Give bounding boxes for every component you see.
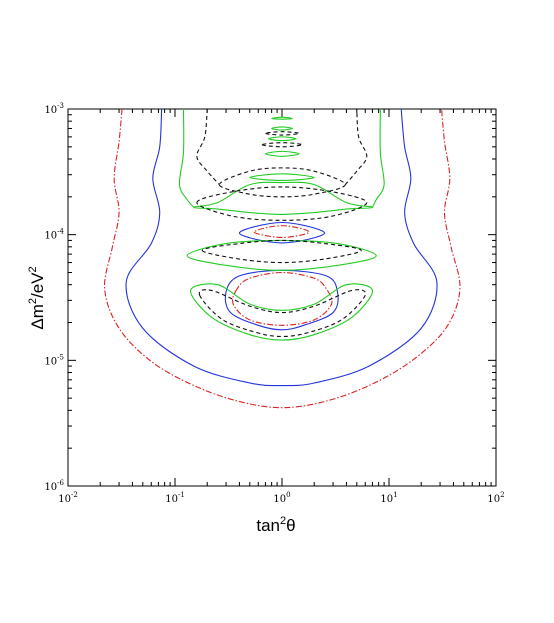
contour-line bbox=[371, 108, 385, 208]
y-tick-label: 10-6 bbox=[44, 479, 64, 493]
x-tick-label: 102 bbox=[487, 491, 504, 505]
tick-labels: 10-2 10-1 100 101 102 10-6 10-5 10-4 10-3 bbox=[44, 102, 504, 505]
contour-line bbox=[249, 173, 315, 182]
contour-series-3 bbox=[178, 108, 385, 341]
contour-line bbox=[264, 150, 300, 157]
contour-line bbox=[261, 142, 303, 148]
contour-line bbox=[190, 283, 373, 341]
contour-series-2 bbox=[125, 108, 438, 387]
contour-series-1 bbox=[104, 108, 461, 409]
contour-lines bbox=[104, 108, 461, 409]
x-tick-label: 10-2 bbox=[58, 491, 78, 505]
contour-line bbox=[238, 221, 326, 244]
contour-line bbox=[196, 186, 368, 221]
y-tick-label: 10-5 bbox=[44, 353, 64, 367]
contour-line bbox=[125, 108, 438, 387]
contour-line bbox=[201, 239, 362, 264]
contour-line bbox=[198, 289, 367, 337]
contour-line bbox=[218, 167, 346, 198]
y-tick-label: 10-3 bbox=[44, 102, 64, 116]
plot-frame bbox=[67, 108, 497, 487]
x-tick-label: 100 bbox=[273, 491, 290, 505]
contour-line bbox=[264, 131, 300, 136]
contour-line bbox=[186, 239, 377, 271]
y-tick-label: 10-4 bbox=[44, 228, 64, 242]
contour-line bbox=[231, 271, 333, 326]
contour-line bbox=[104, 108, 461, 409]
axis-ticks bbox=[67, 108, 497, 487]
x-tick-label: 10-1 bbox=[165, 491, 185, 505]
x-axis-title: tan2θ bbox=[256, 515, 295, 535]
contour-line bbox=[196, 108, 220, 186]
contour-line bbox=[271, 116, 293, 120]
contour-line bbox=[178, 108, 195, 208]
contour-line bbox=[224, 269, 339, 331]
x-tick-label: 101 bbox=[380, 491, 397, 505]
contour-line bbox=[271, 126, 293, 131]
contour-line bbox=[268, 136, 297, 142]
y-axis-title: Δm2/eV2 bbox=[27, 266, 47, 329]
contour-line bbox=[253, 225, 310, 239]
contour-series-4 bbox=[196, 108, 368, 337]
contour-line bbox=[193, 181, 373, 215]
contour-line bbox=[344, 108, 368, 186]
